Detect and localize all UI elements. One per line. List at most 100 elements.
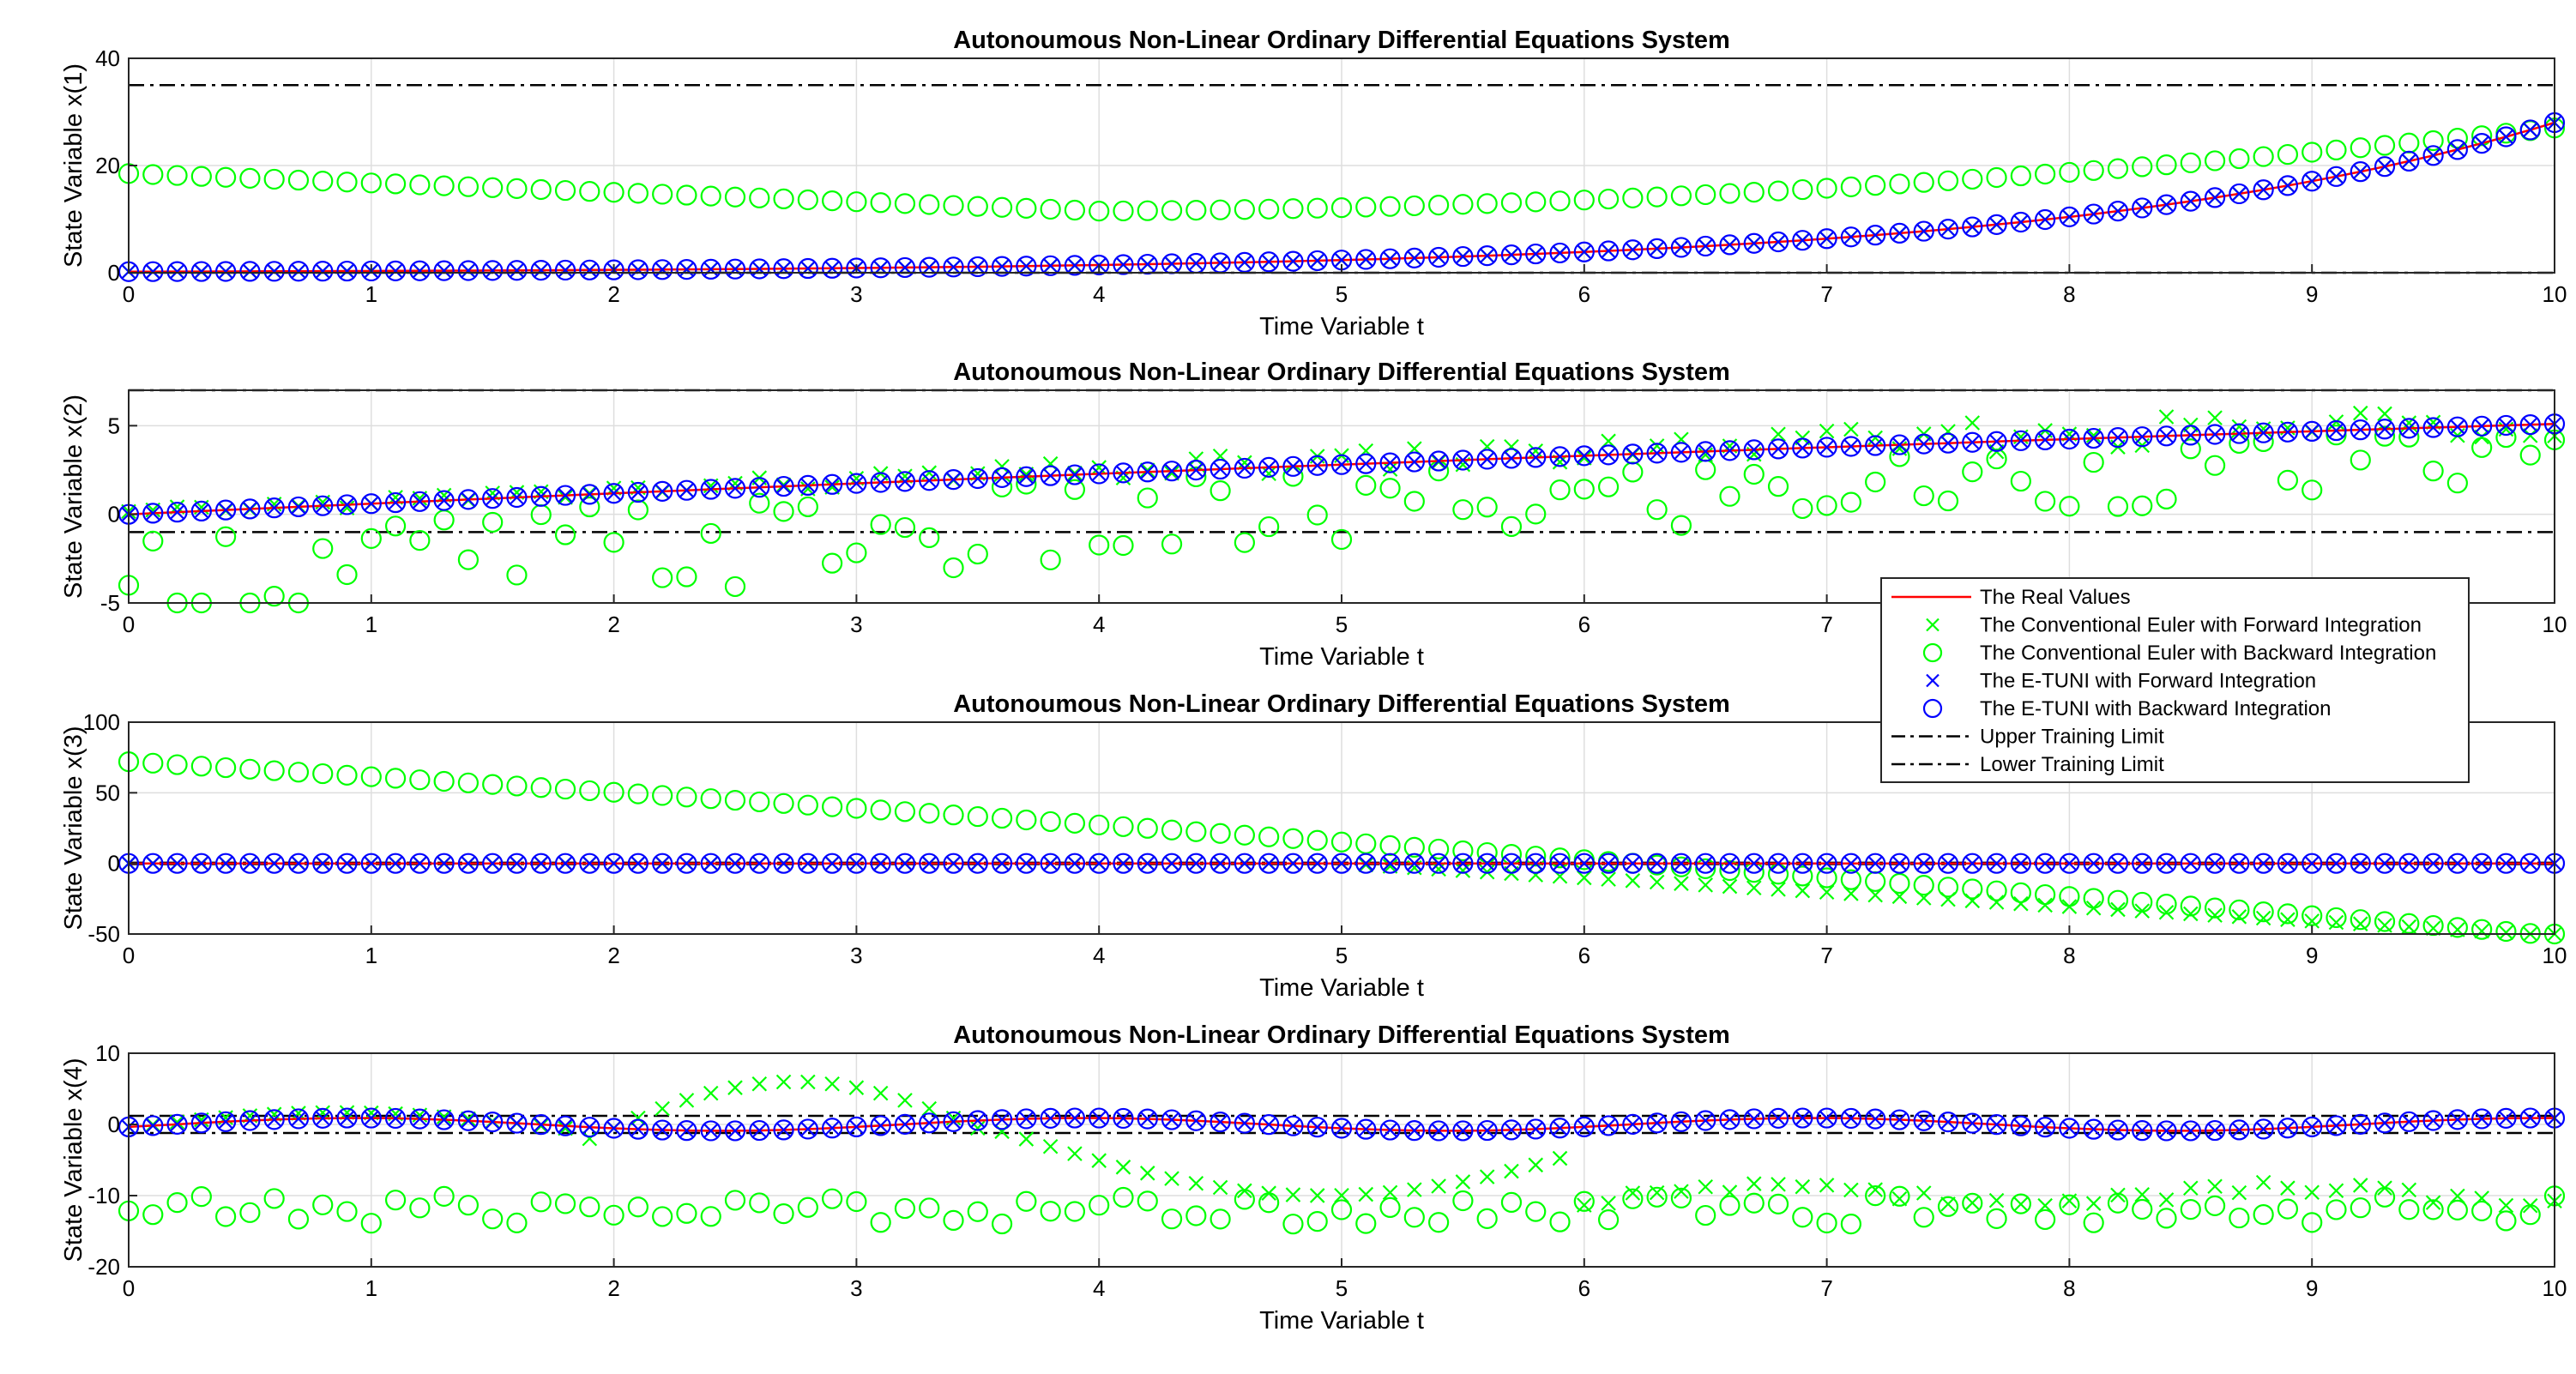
- ce-backward-point: [1306, 1211, 1328, 1232]
- ce-backward-point: [1040, 549, 1061, 570]
- ce-backward-point: [1986, 448, 2007, 470]
- ce-backward-point: [1064, 1201, 1086, 1222]
- etuni-forward-point: [1382, 250, 1398, 267]
- ce-backward-point: [652, 1206, 673, 1227]
- ce-backward-point: [190, 756, 212, 777]
- etuni-backward-point: [1646, 853, 1668, 874]
- etuni-forward-point: [412, 1111, 428, 1127]
- etuni-forward-point: [630, 855, 646, 871]
- ce-backward-point: [2422, 130, 2444, 152]
- etuni-forward-point: [2255, 1121, 2271, 1137]
- ce-forward-point: [630, 1110, 646, 1126]
- etuni-forward-point: [1964, 1115, 1981, 1131]
- ce-backward-point: [2326, 425, 2347, 446]
- etuni-forward-point: [2085, 855, 2102, 871]
- etuni-forward-point: [1115, 855, 1131, 871]
- etuni-backward-point: [2350, 419, 2371, 441]
- ce-forward-point: [582, 1130, 598, 1147]
- etuni-forward-point: [412, 494, 428, 509]
- etuni-backward-point: [1743, 853, 1765, 874]
- ce-backward-point: [2035, 163, 2056, 185]
- ce-forward-point: [970, 1120, 986, 1136]
- etuni-forward-point: [2474, 419, 2489, 434]
- etuni-backward-point: [1258, 456, 1280, 478]
- ce-backward-point: [1597, 1209, 1620, 1231]
- etuni-backward-point: [287, 496, 310, 518]
- etuni-backward-point: [1089, 1107, 1110, 1129]
- ce-backward-point: [2446, 917, 2468, 938]
- etuni-forward-point: [2037, 212, 2053, 227]
- etuni-forward-point: [1698, 855, 1713, 871]
- etuni-backward-point: [919, 1112, 940, 1134]
- ce-backward-point: [1355, 196, 1377, 218]
- etuni-backward-point: [1792, 853, 1813, 874]
- ce-backward-point: [2180, 1198, 2201, 1220]
- ce-forward-point: [2207, 907, 2223, 923]
- ce-forward-point: [1988, 1192, 2005, 1208]
- etuni-backward-point: [1865, 853, 1886, 874]
- ce-backward-point: [2471, 125, 2493, 147]
- ce-backward-point: [2277, 1198, 2299, 1220]
- ce-backward-point: [409, 1197, 431, 1219]
- ce-backward-point: [1330, 1199, 1353, 1220]
- ce-backward-point: [530, 1191, 552, 1213]
- etuni-backward-point: [1889, 853, 1910, 874]
- etuni-forward-point: [1771, 1111, 1786, 1126]
- etuni-forward-point: [2183, 855, 2199, 871]
- etuni-backward-point: [1452, 449, 1474, 471]
- ce-forward-point: [1843, 421, 1859, 437]
- etuni-backward-point: [2229, 423, 2250, 444]
- ce-backward-point: [1865, 471, 1886, 493]
- etuni-forward-point: [1309, 457, 1325, 473]
- ce-backward-point: [263, 760, 285, 781]
- ce-backward-point: [1962, 1192, 1983, 1214]
- ce-forward-point: [1455, 863, 1471, 878]
- x-tick-label: 1: [365, 281, 377, 307]
- etuni-forward-point: [145, 263, 161, 280]
- etuni-forward-point: [2231, 186, 2247, 202]
- ce-forward-point: [2352, 916, 2368, 931]
- etuni-backward-point: [991, 467, 1013, 488]
- etuni-forward-point: [533, 855, 549, 871]
- etuni-forward-point: [2013, 1118, 2029, 1134]
- etuni-backward-point: [239, 853, 261, 874]
- ce-forward-point: [169, 1114, 185, 1130]
- etuni-backward-point: [1282, 250, 1304, 272]
- ce-forward-point: [2085, 900, 2102, 916]
- etuni-forward-point: [921, 1115, 938, 1131]
- etuni-forward-point: [1139, 256, 1155, 272]
- etuni-forward-point: [315, 1111, 331, 1126]
- etuni-forward-point: [751, 479, 768, 495]
- x-tick-label: 1: [365, 943, 377, 968]
- etuni-forward-point: [2085, 431, 2102, 446]
- etuni-forward-point: [2401, 154, 2417, 169]
- etuni-forward-point: [1577, 448, 1592, 464]
- ce-forward-point: [1698, 877, 1713, 893]
- ce-backward-point: [1767, 180, 1789, 202]
- etuni-forward-point: [218, 1114, 233, 1130]
- x-tick-label: 3: [850, 1275, 862, 1301]
- etuni-forward-point: [266, 855, 282, 871]
- etuni-forward-point: [1674, 444, 1689, 461]
- ce-forward-point: [1358, 1186, 1374, 1202]
- etuni-forward-point: [1891, 1112, 1908, 1128]
- ce-backward-point: [2519, 444, 2541, 466]
- etuni-backward-point: [2350, 853, 2371, 874]
- ce-backward-point: [287, 762, 310, 783]
- etuni-forward-point: [2280, 1120, 2295, 1136]
- etuni-backward-point: [530, 485, 552, 507]
- etuni-forward-point: [1988, 217, 2005, 232]
- etuni-backward-point: [1986, 431, 2007, 452]
- etuni-forward-point: [2522, 1110, 2538, 1126]
- etuni-backward-point: [1306, 455, 1328, 476]
- etuni-backward-point: [1743, 439, 1765, 461]
- etuni-backward-point: [1137, 461, 1158, 483]
- etuni-forward-point: [461, 262, 476, 279]
- etuni-backward-point: [1452, 1120, 1474, 1142]
- etuni-backward-point: [384, 491, 407, 514]
- etuni-backward-point: [1355, 453, 1377, 474]
- etuni-forward-point: [970, 471, 986, 486]
- etuni-backward-point: [579, 484, 600, 505]
- etuni-forward-point: [2158, 428, 2175, 444]
- ce-backward-point: [384, 1190, 407, 1211]
